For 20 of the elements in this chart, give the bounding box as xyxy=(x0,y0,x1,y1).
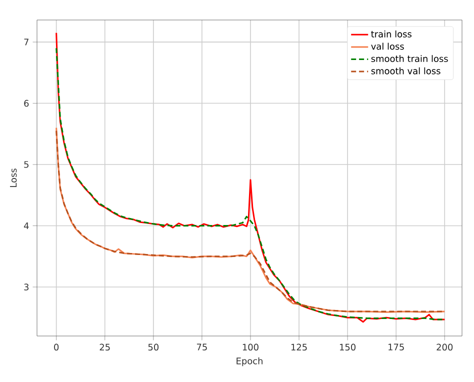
y-axis-title: Loss xyxy=(10,168,17,187)
y-tick-label: 3 xyxy=(24,284,29,290)
y-tick-label: 7 xyxy=(24,38,28,46)
y-tick-label: 5 xyxy=(24,161,28,168)
x-tick-label: 75 xyxy=(196,344,207,350)
legend-label: train loss xyxy=(371,30,412,38)
x-tick-label: 0 xyxy=(54,344,59,351)
legend-label: smooth train loss xyxy=(371,55,448,62)
y-tick-label: 6 xyxy=(24,100,29,107)
x-tick-label: 200 xyxy=(436,344,453,351)
x-tick-label: 175 xyxy=(388,344,404,350)
x-axis-title: Epoch xyxy=(236,357,262,366)
legend-label: val loss xyxy=(371,42,404,50)
x-tick-label: 50 xyxy=(148,344,159,351)
x-tick-label: 25 xyxy=(100,344,110,351)
legend-label: smooth val loss xyxy=(371,67,440,74)
x-tick-label: 125 xyxy=(291,344,307,351)
x-tick-label: 100 xyxy=(242,344,258,351)
y-tick-label: 4 xyxy=(24,222,29,230)
x-tick-label: 150 xyxy=(340,344,356,351)
